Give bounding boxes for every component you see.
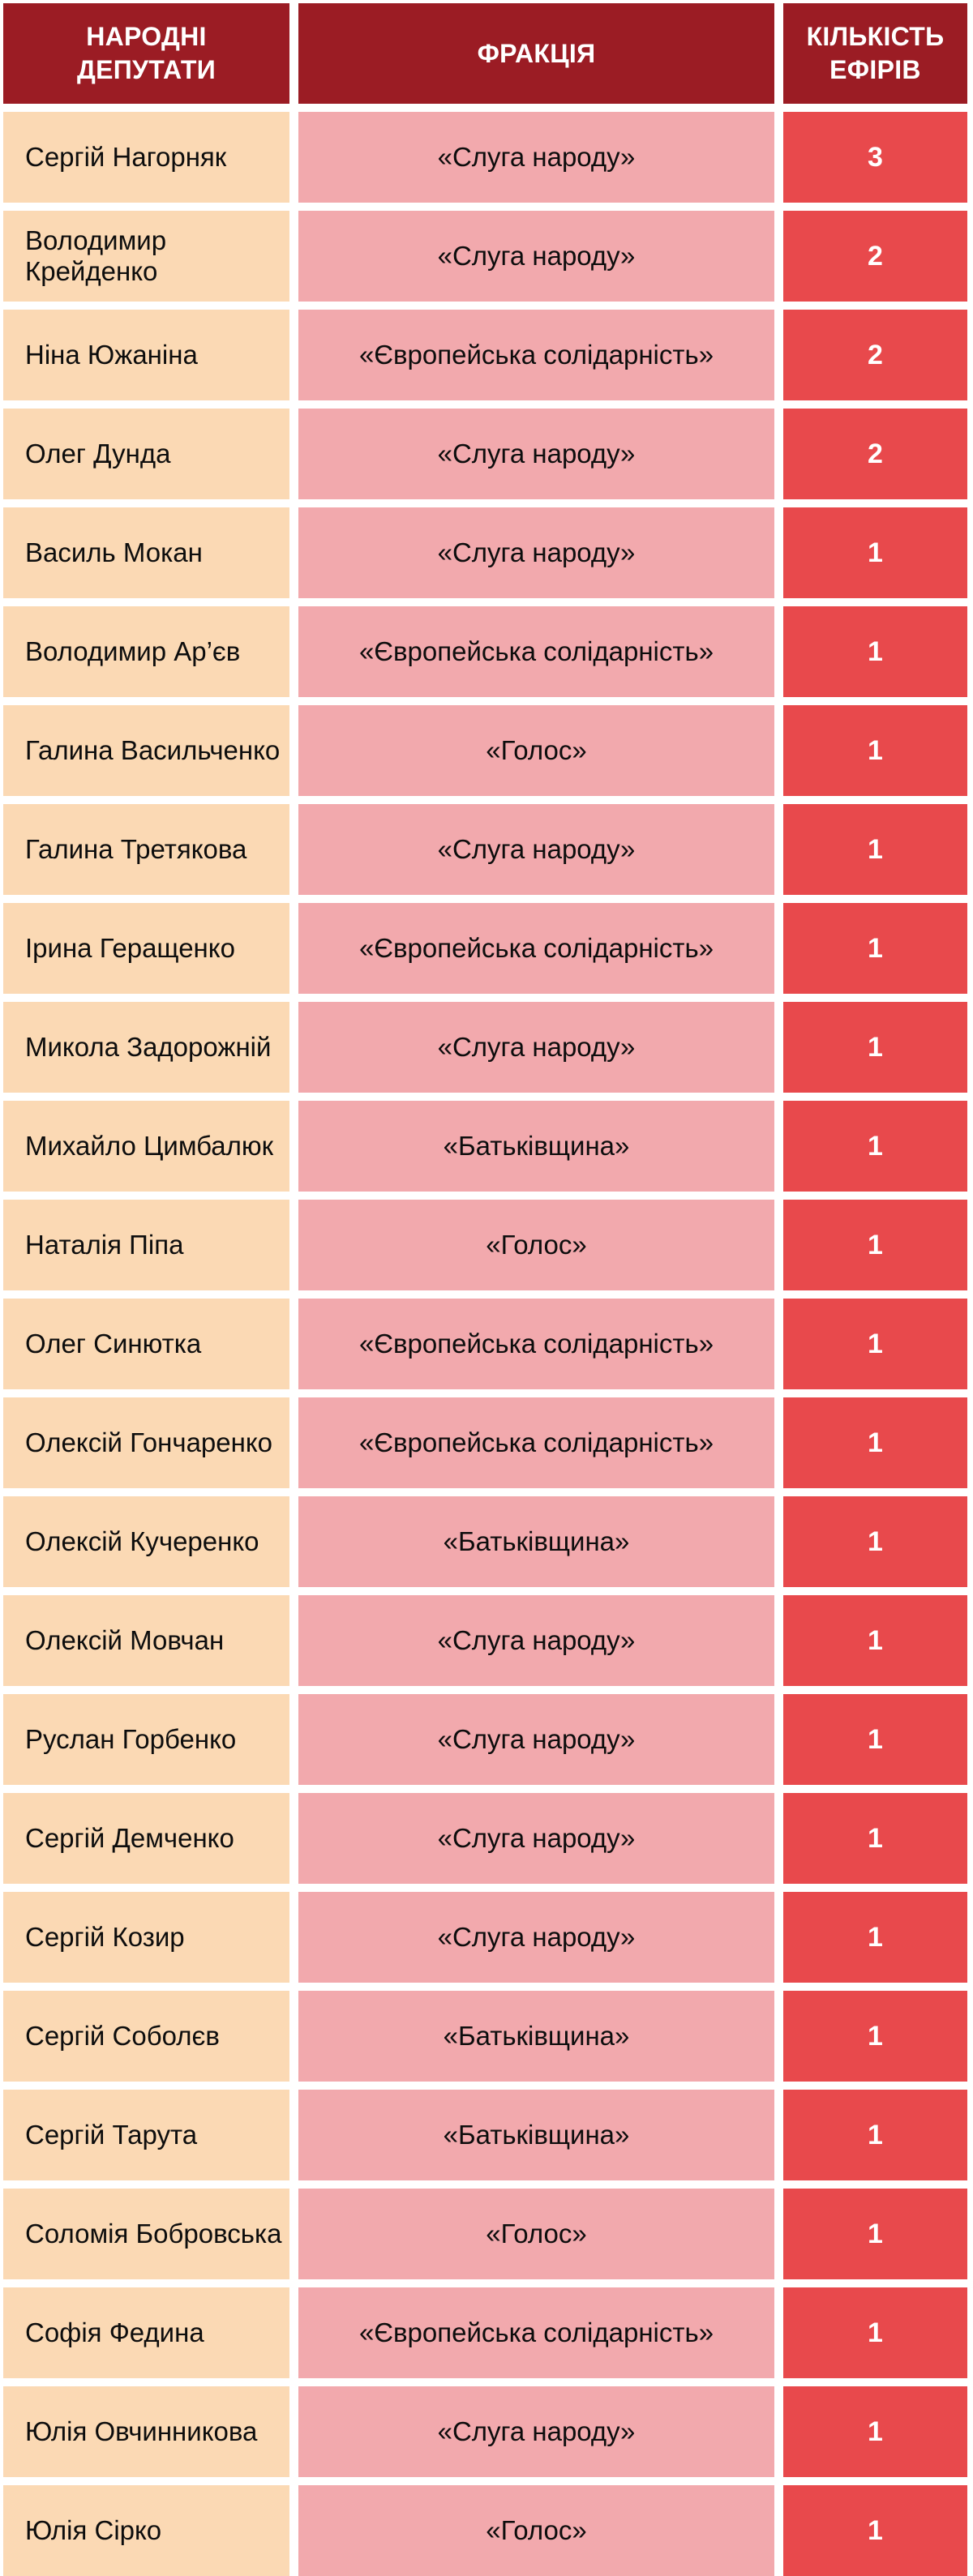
deputy-name-cell: Микола Задорожній xyxy=(3,1002,289,1093)
air-count-cell: 1 xyxy=(783,1397,967,1488)
faction-cell: «Слуга народу» xyxy=(298,409,774,499)
faction-cell: «Голос» xyxy=(298,2189,774,2279)
faction-cell: «Слуга народу» xyxy=(298,1595,774,1686)
air-count-cell: 1 xyxy=(783,1002,967,1093)
air-count-cell: 1 xyxy=(783,2090,967,2180)
faction-cell: «Європейська солідарність» xyxy=(298,310,774,400)
faction-cell: «Слуга народу» xyxy=(298,211,774,302)
deputy-name-cell: Ірина Геращенко xyxy=(3,903,289,994)
air-count-cell: 2 xyxy=(783,409,967,499)
air-count-cell: 1 xyxy=(783,804,967,895)
deputy-name-cell: Олексій Кучеренко xyxy=(3,1496,289,1587)
faction-cell: «Європейська солідарність» xyxy=(298,903,774,994)
faction-cell: «Європейська солідарність» xyxy=(298,1299,774,1389)
deputy-name-cell: Олексій Мовчан xyxy=(3,1595,289,1686)
faction-cell: «Слуга народу» xyxy=(298,804,774,895)
air-count-cell: 1 xyxy=(783,2485,967,2576)
faction-cell: «Голос» xyxy=(298,1200,774,1290)
faction-cell: «Голос» xyxy=(298,705,774,796)
faction-cell: «Слуга народу» xyxy=(298,1793,774,1884)
deputy-name-cell: Василь Мокан xyxy=(3,507,289,598)
column-header-air-count: КІЛЬКІСТЬ ЕФІРІВ xyxy=(783,3,967,104)
deputy-name-cell: Ніна Южаніна xyxy=(3,310,289,400)
faction-cell: «Слуга народу» xyxy=(298,1694,774,1785)
air-count-cell: 2 xyxy=(783,310,967,400)
faction-cell: «Батьківщина» xyxy=(298,1101,774,1192)
faction-cell: «Слуга народу» xyxy=(298,112,774,203)
air-count-cell: 3 xyxy=(783,112,967,203)
air-count-cell: 1 xyxy=(783,2386,967,2477)
faction-cell: «Слуга народу» xyxy=(298,1002,774,1093)
deputy-name-cell: Олег Дунда xyxy=(3,409,289,499)
deputy-name-cell: Софія Федина xyxy=(3,2287,289,2378)
deputy-name-cell: Сергій Демченко xyxy=(3,1793,289,1884)
faction-cell: «Батьківщина» xyxy=(298,1496,774,1587)
faction-cell: «Європейська солідарність» xyxy=(298,2287,774,2378)
deputy-name-cell: Галина Третякова xyxy=(3,804,289,895)
deputy-name-cell: Галина Васильченко xyxy=(3,705,289,796)
air-count-cell: 1 xyxy=(783,507,967,598)
faction-cell: «Слуга народу» xyxy=(298,2386,774,2477)
faction-cell: «Батьківщина» xyxy=(298,1991,774,2082)
faction-cell: «Європейська солідарність» xyxy=(298,1397,774,1488)
air-count-cell: 2 xyxy=(783,211,967,302)
air-count-cell: 1 xyxy=(783,2287,967,2378)
deputy-name-cell: Сергій Тарута xyxy=(3,2090,289,2180)
deputy-name-cell: Сергій Козир xyxy=(3,1892,289,1983)
faction-cell: «Батьківщина» xyxy=(298,2090,774,2180)
air-count-cell: 1 xyxy=(783,1299,967,1389)
air-count-cell: 1 xyxy=(783,1991,967,2082)
air-count-cell: 1 xyxy=(783,1595,967,1686)
air-count-cell: 1 xyxy=(783,1793,967,1884)
faction-cell: «Голос» xyxy=(298,2485,774,2576)
deputy-name-cell: Володимир Ар’єв xyxy=(3,606,289,697)
air-count-cell: 1 xyxy=(783,1496,967,1587)
deputy-name-cell: Олексій Гончаренко xyxy=(3,1397,289,1488)
deputy-name-cell: Руслан Горбенко xyxy=(3,1694,289,1785)
air-count-cell: 1 xyxy=(783,1892,967,1983)
deputy-name-cell: Юлія Овчинникова xyxy=(3,2386,289,2477)
faction-cell: «Європейська солідарність» xyxy=(298,606,774,697)
air-count-cell: 1 xyxy=(783,606,967,697)
column-header-deputies: НАРОДНІ ДЕПУТАТИ xyxy=(3,3,289,104)
deputy-name-cell: Сергій Нагорняк xyxy=(3,112,289,203)
deputy-name-cell: Михайло Цимбалюк xyxy=(3,1101,289,1192)
air-count-cell: 1 xyxy=(783,903,967,994)
faction-cell: «Слуга народу» xyxy=(298,1892,774,1983)
air-count-cell: 1 xyxy=(783,705,967,796)
air-count-cell: 1 xyxy=(783,1694,967,1785)
column-header-faction: ФРАКЦІЯ xyxy=(298,3,774,104)
air-count-cell: 1 xyxy=(783,1200,967,1290)
deputy-name-cell: Наталія Піпа xyxy=(3,1200,289,1290)
deputy-name-cell: Соломія Бобровська xyxy=(3,2189,289,2279)
deputy-name-cell: Олег Синютка xyxy=(3,1299,289,1389)
air-count-cell: 1 xyxy=(783,1101,967,1192)
deputy-name-cell: Сергій Соболєв xyxy=(3,1991,289,2082)
deputy-name-cell: Володимир Крейденко xyxy=(3,211,289,302)
deputy-name-cell: Юлія Сірко xyxy=(3,2485,289,2576)
faction-cell: «Слуга народу» xyxy=(298,507,774,598)
air-count-cell: 1 xyxy=(783,2189,967,2279)
